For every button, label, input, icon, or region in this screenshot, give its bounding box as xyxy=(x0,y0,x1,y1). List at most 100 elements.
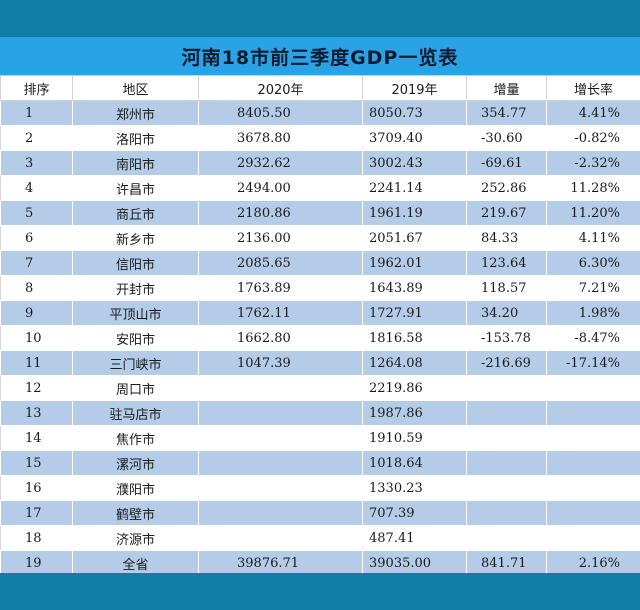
header-2019: 2019年 xyxy=(362,75,467,101)
cell-rank: 3 xyxy=(0,150,73,176)
cell-region: 济源市 xyxy=(72,525,199,551)
cell-2020 xyxy=(198,375,363,401)
cell-2019: 1643.89 xyxy=(362,275,467,301)
cell-2019: 1961.19 xyxy=(362,200,467,226)
cell-2020 xyxy=(198,525,363,551)
cell-rank: 15 xyxy=(0,450,73,476)
header-rank: 排序 xyxy=(0,75,73,101)
cell-increase: 252.86 xyxy=(466,175,547,201)
cell-increase: 84.33 xyxy=(466,225,547,251)
cell-2020: 3678.80 xyxy=(198,125,363,151)
cell-2019: 1018.64 xyxy=(362,450,467,476)
cell-rank: 5 xyxy=(0,200,73,226)
cell-2020 xyxy=(198,475,363,501)
cell-increase xyxy=(466,450,547,476)
cell-rank: 9 xyxy=(0,300,73,326)
table-row: 2 洛阳市 3678.80 3709.40 -30.60 -0.82% xyxy=(0,125,640,151)
cell-rank: 6 xyxy=(0,225,73,251)
table-row: 7 信阳市 2085.65 1962.01 123.64 6.30% xyxy=(0,250,640,276)
table-row: 14 焦作市 1910.59 xyxy=(0,425,640,451)
cell-growth-rate: -2.32% xyxy=(546,150,640,176)
cell-rank: 18 xyxy=(0,525,73,551)
gdp-table: 排序 地区 2020年 2019年 增量 增长率 1 郑州市 8405.50 8050… xyxy=(0,75,640,576)
cell-rank: 2 xyxy=(0,125,73,151)
table-row: 1 郑州市 8405.50 8050.73 354.77 4.41% xyxy=(0,100,640,126)
cell-growth-rate: 4.11% xyxy=(546,225,640,251)
cell-increase: 219.67 xyxy=(466,200,547,226)
cell-increase: 118.57 xyxy=(466,275,547,301)
table-row: 17 鹤壁市 707.39 xyxy=(0,500,640,526)
cell-2020: 39876.71 xyxy=(198,550,363,576)
cell-growth-rate xyxy=(546,525,640,551)
cell-region: 洛阳市 xyxy=(72,125,199,151)
header-region: 地区 xyxy=(72,75,199,101)
cell-growth-rate: 2.16% xyxy=(546,550,640,576)
cell-rank: 17 xyxy=(0,500,73,526)
cell-increase: 34.20 xyxy=(466,300,547,326)
cell-2019: 1910.59 xyxy=(362,425,467,451)
cell-growth-rate: 4.41% xyxy=(546,100,640,126)
cell-increase: 354.77 xyxy=(466,100,547,126)
cell-increase xyxy=(466,500,547,526)
table-row: 10 安阳市 1662.80 1816.58 -153.78 -8.47% xyxy=(0,325,640,351)
cell-increase xyxy=(466,475,547,501)
cell-rank: 11 xyxy=(0,350,73,376)
cell-increase xyxy=(466,425,547,451)
cell-growth-rate: -0.82% xyxy=(546,125,640,151)
cell-2020: 1047.39 xyxy=(198,350,363,376)
table-row: 3 南阳市 2932.62 3002.43 -69.61 -2.32% xyxy=(0,150,640,176)
cell-increase: -30.60 xyxy=(466,125,547,151)
cell-2020: 1762.11 xyxy=(198,300,363,326)
cell-2020: 1662.80 xyxy=(198,325,363,351)
cell-2020: 2136.00 xyxy=(198,225,363,251)
table-row: 13 驻马店市 1987.86 xyxy=(0,400,640,426)
table-body: 1 郑州市 8405.50 8050.73 354.77 4.41% 2 洛阳市 3678.80… xyxy=(0,100,640,576)
cell-region: 漯河市 xyxy=(72,450,199,476)
cell-2020: 1763.89 xyxy=(198,275,363,301)
header-increase: 增量 xyxy=(466,75,547,101)
cell-growth-rate xyxy=(546,375,640,401)
cell-region: 开封市 xyxy=(72,275,199,301)
cell-growth-rate xyxy=(546,500,640,526)
cell-2019: 3709.40 xyxy=(362,125,467,151)
cell-2019: 1330.23 xyxy=(362,475,467,501)
cell-rank: 10 xyxy=(0,325,73,351)
cell-region: 安阳市 xyxy=(72,325,199,351)
header-2020: 2020年 xyxy=(198,75,363,101)
cell-2019: 707.39 xyxy=(362,500,467,526)
table-row: 5 商丘市 2180.86 1961.19 219.67 11.20% xyxy=(0,200,640,226)
cell-rank: 1 xyxy=(0,100,73,126)
cell-increase xyxy=(466,525,547,551)
cell-2019: 2051.67 xyxy=(362,225,467,251)
cell-region: 周口市 xyxy=(72,375,199,401)
cell-rank: 8 xyxy=(0,275,73,301)
cell-2020 xyxy=(198,500,363,526)
cell-2019: 487.41 xyxy=(362,525,467,551)
cell-increase: -153.78 xyxy=(466,325,547,351)
table-row: 12 周口市 2219.86 xyxy=(0,375,640,401)
cell-rank: 13 xyxy=(0,400,73,426)
cell-2019: 1816.58 xyxy=(362,325,467,351)
cell-region: 焦作市 xyxy=(72,425,199,451)
table-title: 河南18市前三季度GDP一览表 xyxy=(0,37,640,75)
cell-growth-rate: 1.98% xyxy=(546,300,640,326)
cell-growth-rate: -17.14% xyxy=(546,350,640,376)
table-row: 19 全省 39876.71 39035.00 841.71 2.16% xyxy=(0,550,640,576)
header-row: 排序 地区 2020年 2019年 增量 增长率 xyxy=(0,75,640,101)
cell-2020 xyxy=(198,400,363,426)
cell-2020: 2085.65 xyxy=(198,250,363,276)
table-row: 16 濮阳市 1330.23 xyxy=(0,475,640,501)
cell-increase xyxy=(466,400,547,426)
cell-region: 信阳市 xyxy=(72,250,199,276)
cell-rank: 14 xyxy=(0,425,73,451)
cell-region: 新乡市 xyxy=(72,225,199,251)
cell-region: 三门峡市 xyxy=(72,350,199,376)
cell-2019: 39035.00 xyxy=(362,550,467,576)
table-row: 11 三门峡市 1047.39 1264.08 -216.69 -17.14% xyxy=(0,350,640,376)
cell-increase xyxy=(466,375,547,401)
cell-region: 濮阳市 xyxy=(72,475,199,501)
header-growth-rate: 增长率 xyxy=(546,75,640,101)
cell-region: 平顶山市 xyxy=(72,300,199,326)
cell-increase: 841.71 xyxy=(466,550,547,576)
table-row: 9 平顶山市 1762.11 1727.91 34.20 1.98% xyxy=(0,300,640,326)
